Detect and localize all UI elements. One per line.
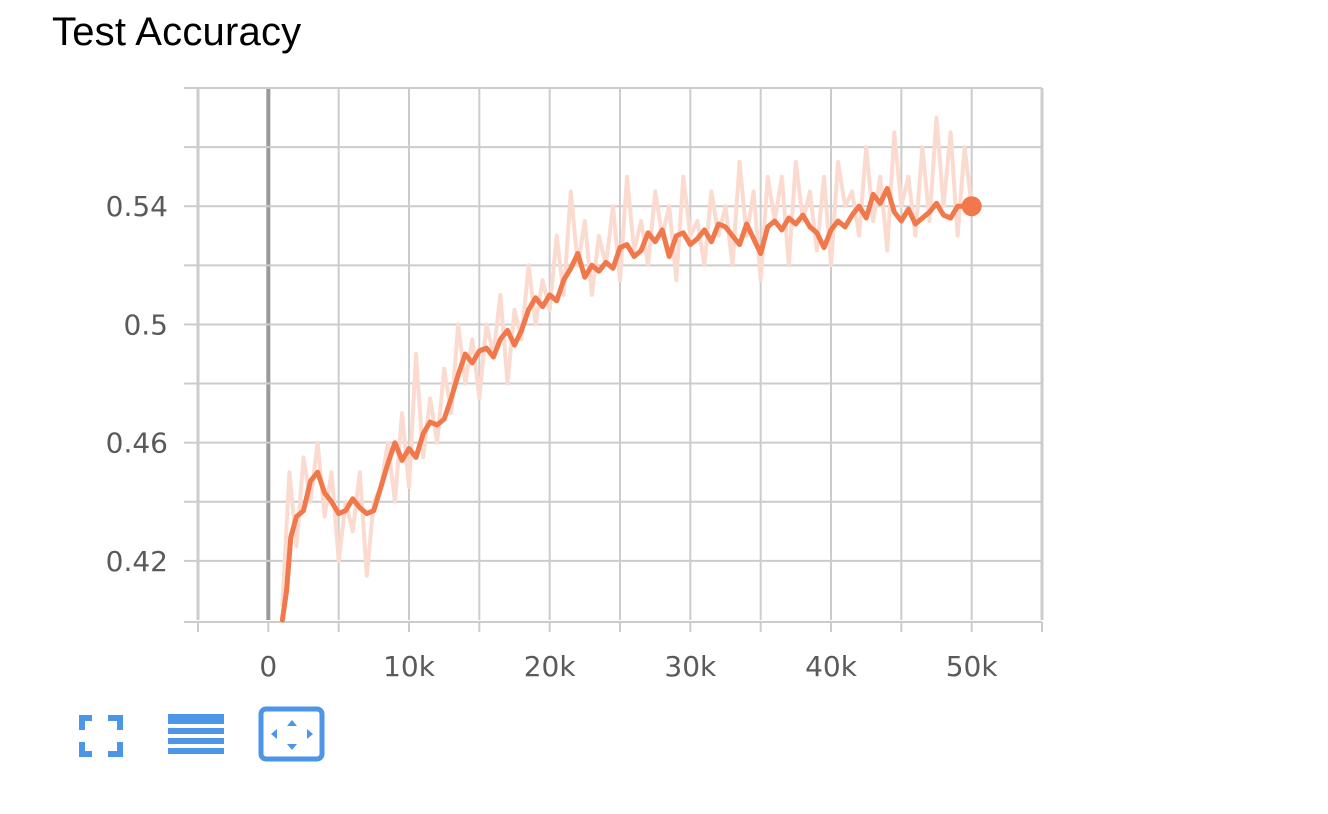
y-tick-label: 0.42 — [106, 545, 168, 578]
fit-domain-button[interactable] — [258, 706, 325, 762]
x-tick-label: 20k — [524, 650, 577, 683]
grid-layer — [184, 87, 1044, 632]
y-tick-label: 0.54 — [106, 190, 168, 223]
series-end-point — [961, 196, 982, 217]
chart-title: Test Accuracy — [52, 10, 302, 54]
tick-layer: 0 10k 20k 30k 40k 50k 0.42 0.46 0.5 0.54 — [106, 190, 999, 683]
fullscreen-button[interactable] — [70, 706, 134, 762]
data-table-icon — [168, 714, 224, 754]
x-tick-label: 30k — [664, 650, 717, 683]
x-tick-label: 50k — [946, 650, 999, 683]
series-layer — [279, 115, 982, 623]
x-tick-label: 0 — [259, 650, 277, 683]
fullscreen-icon — [79, 715, 123, 757]
raw-series-line — [280, 115, 974, 608]
y-tick-label: 0.46 — [106, 427, 168, 460]
y-tick-label: 0.5 — [123, 308, 168, 341]
x-tick-label: 40k — [805, 650, 858, 683]
chart-plot: 0 10k 20k 30k 40k 50k 0.42 0.46 0.5 0.54 — [106, 87, 1044, 683]
smoothed-series-line — [279, 186, 975, 623]
fit-domain-icon — [258, 706, 325, 762]
data-table-button[interactable] — [164, 706, 228, 762]
x-tick-label: 10k — [383, 650, 436, 683]
